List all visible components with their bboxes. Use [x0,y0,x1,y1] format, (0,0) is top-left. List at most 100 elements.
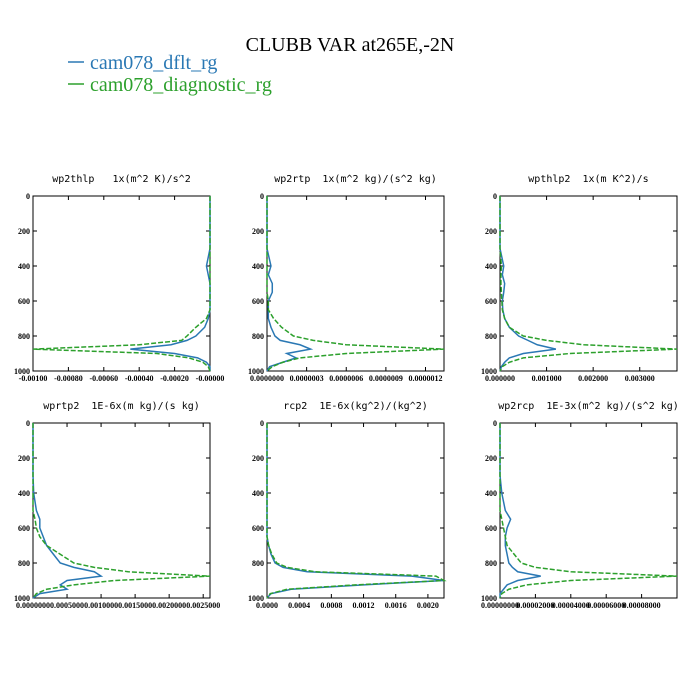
x-tick-label: 0.0000000 [250,374,284,383]
profile-line [32,423,211,599]
profile-line [266,423,447,599]
x-tick-label: -0.00020 [160,374,189,383]
panel-title: rcp2 1E-6x(kg^2)/(kg^2) [283,401,428,412]
x-tick-label: -0.00080 [54,374,83,383]
y-tick-label: 400 [252,262,264,271]
x-tick-label: 0.0015000 [118,601,152,610]
x-tick-label: 0.0020000 [152,601,186,610]
y-tick-label: 200 [18,454,30,463]
panel: rcp2 1E-6x(kg^2)/(kg^2) 0 200 400 600 800 1000… [248,401,447,610]
y-tick-label: 800 [18,332,30,341]
y-tick-label: 0 [260,192,264,201]
panel: wp2rcp 1E-3x(m^2 kg)/(s^2 kg)0 200 400 600 8… [481,401,679,610]
x-tick-label: 0.0000006 [329,374,363,383]
x-tick-label: -0.00060 [89,374,118,383]
x-tick-label: -0.00040 [125,374,154,383]
panel: wp2thlp 1x(m^2 K)/s^202004006008001000-0… [14,174,224,383]
y-tick-label: 800 [485,559,497,568]
x-tick-label: 0.0010000 [84,601,118,610]
x-tick-label: 0.00000000 [481,601,519,610]
x-tick-label: 0.00004000 [552,601,590,610]
profile-line [266,196,445,372]
y-tick-label: 1000 [248,367,264,376]
x-tick-label: 0.0004 [288,601,310,610]
y-tick-label: 200 [18,227,30,236]
y-tick-label: 800 [18,559,30,568]
panel-title: wp2rtp 1x(m^2 kg)/(s^2 kg) [274,174,437,185]
profile-line [266,196,314,372]
panel-title: wp2thlp 1x(m^2 K)/s^2 [52,174,190,185]
y-tick-label: 800 [485,332,497,341]
y-tick-label: 600 [485,297,497,306]
x-tick-label: -0.00100 [19,374,48,383]
panel-title: wpthlp2 1x(m K^2)/s [528,174,648,185]
x-tick-label: 0.003000 [625,374,655,383]
y-tick-label: 800 [252,559,264,568]
y-tick-label: 0 [493,192,497,201]
x-tick-label: 0.0016 [385,601,407,610]
x-tick-label: 0.0008 [320,601,342,610]
y-tick-label: 0 [26,192,30,201]
panel: wprtp2 1E-6x(m kg)/(s kg) 0 200 400 600 800 10… [14,401,220,610]
x-tick-label: 0.0025000 [186,601,220,610]
y-tick-label: 400 [485,489,497,498]
y-tick-label: 600 [252,297,264,306]
y-tick-label: 1000 [481,367,497,376]
profile-line [499,423,541,598]
x-tick-label: 0.0005000 [50,601,84,610]
profile-line [499,423,678,599]
y-tick-label: 1000 [14,594,30,603]
panel: wpthlp2 1x(m K^2)/s020040060080010000.00… [481,174,678,383]
plot-frame [266,422,445,599]
x-tick-label: 0.001000 [532,374,562,383]
panel: wp2rtp 1x(m^2 kg)/(s^2 kg) 0 200 400 600 800 1… [248,174,445,383]
plot-frame [32,195,211,372]
profile-line [32,196,211,372]
legend-label: cam078_diagnostic_rg [90,74,272,96]
legend-label: cam078_dflt_rg [90,52,217,74]
x-tick-label: 0.0000009 [369,374,403,383]
y-tick-label: 600 [485,524,497,533]
y-tick-label: 600 [18,297,30,306]
y-tick-label: 600 [252,524,264,533]
y-tick-label: 1000 [248,594,264,603]
plot-frame [32,422,211,599]
panel-title: wp2rcp 1E-3x(m^2 kg)/(s^2 kg) [498,401,679,412]
panel-title: wprtp2 1E-6x(m kg)/(s kg) [43,401,200,412]
x-tick-label: 0.0000000 [16,601,50,610]
y-tick-label: 800 [252,332,264,341]
x-tick-label: -0.00000 [196,374,225,383]
x-tick-label: 0.002000 [578,374,608,383]
x-tick-label: 0.0012 [353,601,375,610]
profile-line [266,423,445,599]
y-tick-label: 200 [252,227,264,236]
profile-line [130,196,211,371]
y-tick-label: 0 [260,419,264,428]
y-tick-label: 400 [18,489,30,498]
x-tick-label: 0.000000 [485,374,515,383]
y-tick-label: 400 [485,262,497,271]
y-tick-label: 1000 [481,594,497,603]
figure-title: CLUBB VAR at265E,-2N [246,34,455,56]
y-tick-label: 400 [18,262,30,271]
x-tick-label: 0.0020 [417,601,439,610]
plot-frame [499,195,678,372]
profile-line [499,196,678,372]
x-tick-label: 0.00008000 [623,601,661,610]
profile-line [499,196,557,372]
y-tick-label: 600 [18,524,30,533]
x-tick-label: 0.0000012 [409,374,443,383]
y-tick-label: 200 [485,454,497,463]
y-tick-label: 1000 [14,367,30,376]
profile-line [32,423,104,599]
y-tick-label: 0 [493,419,497,428]
x-tick-label: 0.00006000 [587,601,625,610]
x-tick-label: 0.0000 [256,601,278,610]
y-tick-label: 200 [485,227,497,236]
x-tick-label: 0.00002000 [516,601,554,610]
y-tick-label: 400 [252,489,264,498]
x-tick-label: 0.0000003 [290,374,324,383]
y-tick-label: 0 [26,419,30,428]
